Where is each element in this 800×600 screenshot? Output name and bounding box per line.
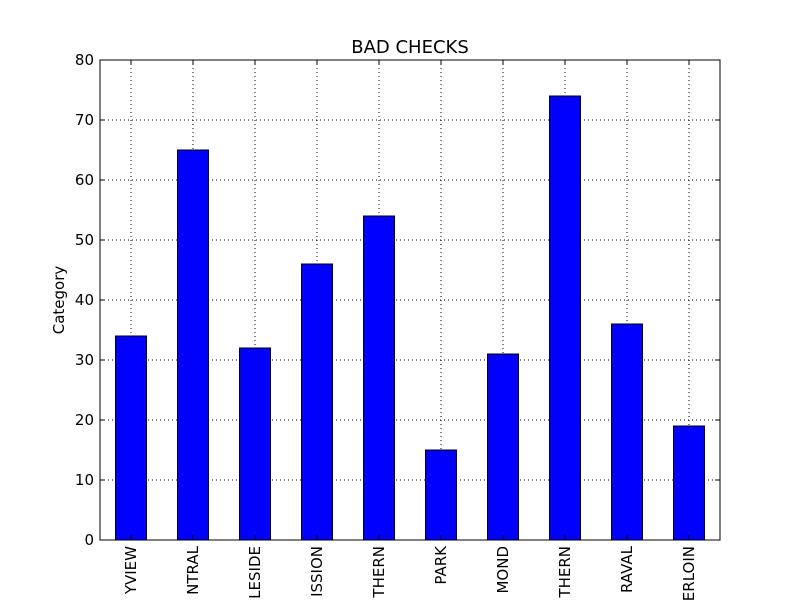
y-tick-label: 60 (75, 171, 94, 189)
bar-2 (239, 347, 271, 541)
bar-7 (549, 95, 581, 541)
bar-1 (177, 149, 209, 541)
x-tick-label: ISSION (308, 546, 326, 597)
x-tick-label: PARK (432, 545, 450, 585)
bars (115, 95, 705, 541)
x-tick-label: YVIEW (122, 546, 140, 595)
x-tick-label: THERN (556, 546, 574, 599)
bar-5 (425, 449, 457, 541)
x-tick-label: LESIDE (246, 546, 264, 599)
bar-0 (115, 335, 147, 541)
ticks: 0 10 20 30 40 50 60 70 80 YVIEW NTRAL LESIDE ISSION T… (75, 51, 720, 600)
y-tick-label: 40 (75, 291, 94, 309)
bar-9 (673, 425, 705, 541)
bar-4 (363, 215, 395, 541)
y-tick-label: 30 (75, 351, 94, 369)
x-tick-label: RAVAL (618, 545, 636, 593)
chart-title: BAD CHECKS (351, 37, 469, 58)
bar-8 (611, 323, 643, 541)
x-tick-label: MOND (494, 546, 512, 594)
y-tick-label: 20 (75, 411, 94, 429)
bar-6 (487, 353, 519, 541)
y-tick-label: 0 (84, 531, 94, 549)
x-tick-label: THERN (370, 546, 388, 599)
y-tick-label: 80 (75, 51, 94, 69)
plot-frame (99, 59, 721, 541)
y-tick-label: 50 (75, 231, 94, 249)
y-axis-label: Category (50, 266, 68, 335)
bar-3 (301, 263, 333, 541)
y-tick-label: 70 (75, 111, 94, 129)
y-tick-label: 10 (75, 471, 94, 489)
x-tick-label: NTRAL (184, 545, 202, 594)
x-tick-label: ERLOIN (680, 546, 698, 600)
